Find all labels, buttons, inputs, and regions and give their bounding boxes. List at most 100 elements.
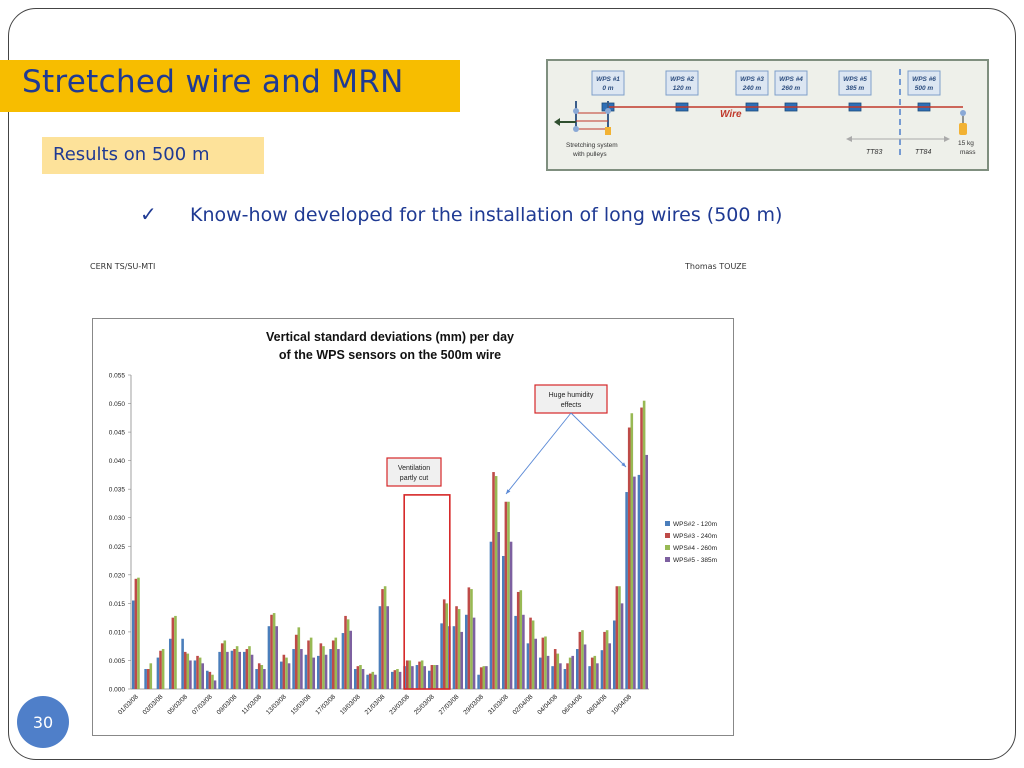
annotation-ventilation-text: partly cut <box>400 475 428 482</box>
x-tick-label: 02/04/08 <box>512 693 535 716</box>
y-tick-label: 0.010 <box>109 629 126 636</box>
bar-wps-5-385m-8 <box>238 651 242 689</box>
bar-wps-5-385m-40 <box>633 476 636 689</box>
bar-wps-5-385m-29 <box>497 532 501 689</box>
bar-wps-4-260m-32 <box>531 620 535 689</box>
sensor-wps-2: WPS #2 120 m <box>665 70 699 112</box>
bar-wps-3-240m-39 <box>615 586 619 689</box>
bar-wps-2-120m-37 <box>588 666 591 689</box>
bar-wps-5-385m-31 <box>522 614 525 689</box>
chart-title-line: of the WPS sensors on the 500m wire <box>279 348 501 362</box>
bar-wps-4-260m-4 <box>186 653 190 689</box>
x-tick-label: 31/03/08 <box>487 693 510 716</box>
bar-wps-3-240m-32 <box>529 617 532 689</box>
bar-wps-5-385m-37 <box>596 663 599 689</box>
sensor-name: WPS #4 <box>779 76 803 83</box>
bar-wps-4-260m-34 <box>556 653 560 689</box>
bar-wps-5-385m-10 <box>263 669 266 689</box>
bar-wps-4-260m-17 <box>346 619 350 689</box>
bar-wps-2-120m-21 <box>390 671 394 689</box>
mass-label-1: 15 kg <box>958 140 974 147</box>
wire-diagram: WPS #1 0 m WPS #2 120 m WPS #3 240 m WPS #4 260… <box>546 59 989 171</box>
bar-wps-3-240m-14 <box>307 640 310 689</box>
bar-wps-5-385m-15 <box>324 654 328 689</box>
wire-diagram-svg: WPS #1 0 m WPS #2 120 m WPS #3 240 m WPS #4 260… <box>554 69 976 159</box>
bar-wps-4-260m-29 <box>494 476 498 689</box>
bar-wps-5-385m-32 <box>534 638 538 689</box>
bar-wps-2-120m-0 <box>131 600 135 689</box>
bar-wps-4-260m-36 <box>581 630 584 689</box>
bar-wps-5-385m-20 <box>386 606 390 689</box>
bar-wps-2-120m-27 <box>464 614 468 689</box>
bar-wps-5-385m-14 <box>312 657 316 689</box>
bar-wps-5-385m-33 <box>546 655 550 689</box>
bar-wps-5-385m-26 <box>460 631 464 689</box>
sensor-wps-3: WPS #3 240 m <box>735 70 769 112</box>
bar-wps-5-385m-17 <box>349 630 353 689</box>
bar-wps-2-120m-4 <box>181 638 184 689</box>
bar-wps-5-385m-13 <box>300 649 303 689</box>
x-tick-label: 29/03/08 <box>462 693 485 716</box>
y-tick-label: 0.055 <box>109 373 126 380</box>
bar-wps-3-240m-12 <box>282 654 286 689</box>
annotation-humidity-text: effects <box>561 402 582 409</box>
annotation-humidity-text: Huge humidity <box>549 392 594 399</box>
x-tick-label: 09/03/08 <box>216 693 239 716</box>
legend-swatch <box>665 521 670 526</box>
bar-wps-5-385m-11 <box>275 626 279 689</box>
x-tick-label: 04/04/08 <box>536 693 559 716</box>
sensor-position: 500 m <box>915 85 934 92</box>
bar-wps-2-120m-9 <box>242 651 246 689</box>
bar-wps-2-120m-32 <box>526 643 530 689</box>
bar-wps-4-260m-28 <box>482 666 486 689</box>
x-tick-label: 13/03/08 <box>265 693 288 716</box>
bar-wps-2-120m-25 <box>440 623 443 689</box>
sensor-position: 0 m <box>602 85 613 92</box>
bar-wps-3-240m-29 <box>492 472 495 689</box>
bar-wps-4-260m-0 <box>137 577 140 689</box>
bar-wps-5-385m-35 <box>571 655 575 689</box>
bar-wps-3-240m-26 <box>455 606 458 689</box>
bar-wps-4-260m-2 <box>161 649 165 689</box>
bar-wps-4-260m-30 <box>507 501 510 689</box>
x-tick-label: 11/03/08 <box>241 693 264 716</box>
bar-wps-3-240m-22 <box>405 660 409 689</box>
bar-wps-3-240m-30 <box>504 501 508 689</box>
bar-wps-4-260m-39 <box>618 586 621 689</box>
bar-wps-3-240m-35 <box>566 663 569 689</box>
x-tick-label: 15/03/08 <box>290 693 313 716</box>
chart-container: Vertical standard deviations (mm) per da… <box>92 318 734 736</box>
bar-wps-5-385m-36 <box>583 644 587 689</box>
mass-label-2: mass <box>960 149 976 156</box>
bar-wps-3-240m-7 <box>220 643 224 689</box>
bar-wps-3-240m-0 <box>134 578 138 689</box>
sensor-wps-5: WPS #5 385 m <box>838 70 872 112</box>
bar-wps-5-385m-38 <box>608 643 612 689</box>
bar-wps-2-120m-31 <box>514 615 517 689</box>
bar-wps-4-260m-27 <box>470 589 473 689</box>
bar-wps-5-385m-28 <box>485 666 488 689</box>
bar-wps-2-120m-1 <box>144 669 147 689</box>
bar-wps-4-260m-16 <box>334 637 338 689</box>
stretching-label-2: with pulleys <box>572 151 607 158</box>
tt83-label: TT83 <box>866 149 882 156</box>
bar-wps-4-260m-11 <box>272 613 276 689</box>
bar-wps-2-120m-33 <box>538 657 542 689</box>
slide-subtitle: Results on 500 m <box>53 144 210 165</box>
x-tick-label: 08/04/08 <box>586 693 609 716</box>
bar-wps-3-240m-40 <box>627 427 631 689</box>
bar-wps-4-260m-19 <box>371 671 375 689</box>
bar-wps-4-260m-18 <box>359 665 362 689</box>
bar-wps-3-240m-2 <box>159 650 162 689</box>
y-tick-label: 0.050 <box>109 401 126 408</box>
slide-frame <box>8 8 1016 760</box>
bar-wps-3-240m-36 <box>578 631 582 689</box>
sensor-name: WPS #2 <box>670 76 694 83</box>
bar-wps-3-240m-27 <box>467 587 471 689</box>
sensor-wps-6: WPS #6 500 m <box>907 70 941 112</box>
sensor-position: 120 m <box>673 85 692 92</box>
bar-wps-2-120m-11 <box>267 626 271 689</box>
footer-right: Thomas TOUZE <box>685 262 747 271</box>
bar-wps-3-240m-19 <box>368 673 372 689</box>
bar-wps-5-385m-23 <box>423 666 427 689</box>
